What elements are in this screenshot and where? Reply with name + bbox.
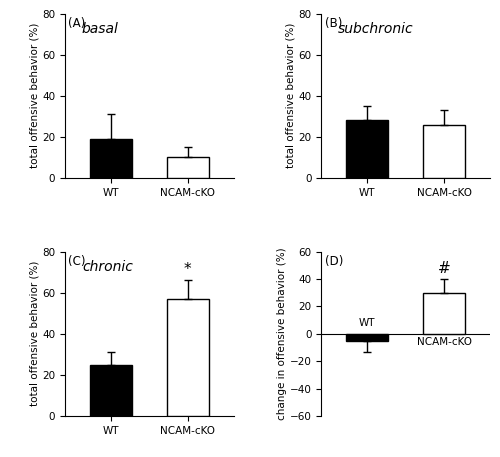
Text: NCAM-cKO: NCAM-cKO bbox=[416, 336, 472, 346]
Bar bbox=[346, 120, 389, 178]
Text: #: # bbox=[438, 261, 450, 276]
Bar bbox=[166, 299, 208, 416]
Text: chronic: chronic bbox=[82, 260, 132, 274]
Text: (A): (A) bbox=[68, 17, 86, 30]
Bar bbox=[423, 124, 465, 178]
Text: *: * bbox=[184, 262, 192, 277]
Bar bbox=[423, 293, 465, 334]
Text: (C): (C) bbox=[68, 255, 86, 268]
Text: WT: WT bbox=[359, 319, 376, 328]
Y-axis label: change in offensive behavior (%): change in offensive behavior (%) bbox=[277, 248, 287, 420]
Bar bbox=[166, 157, 208, 178]
Text: subchronic: subchronic bbox=[338, 22, 414, 36]
Bar bbox=[90, 365, 132, 416]
Y-axis label: total offensive behavior (%): total offensive behavior (%) bbox=[286, 23, 296, 169]
Text: (D): (D) bbox=[324, 255, 343, 268]
Y-axis label: total offensive behavior (%): total offensive behavior (%) bbox=[30, 261, 40, 406]
Text: (B): (B) bbox=[324, 17, 342, 30]
Bar bbox=[90, 139, 132, 178]
Bar bbox=[346, 334, 389, 340]
Y-axis label: total offensive behavior (%): total offensive behavior (%) bbox=[30, 23, 40, 169]
Text: basal: basal bbox=[82, 22, 118, 36]
